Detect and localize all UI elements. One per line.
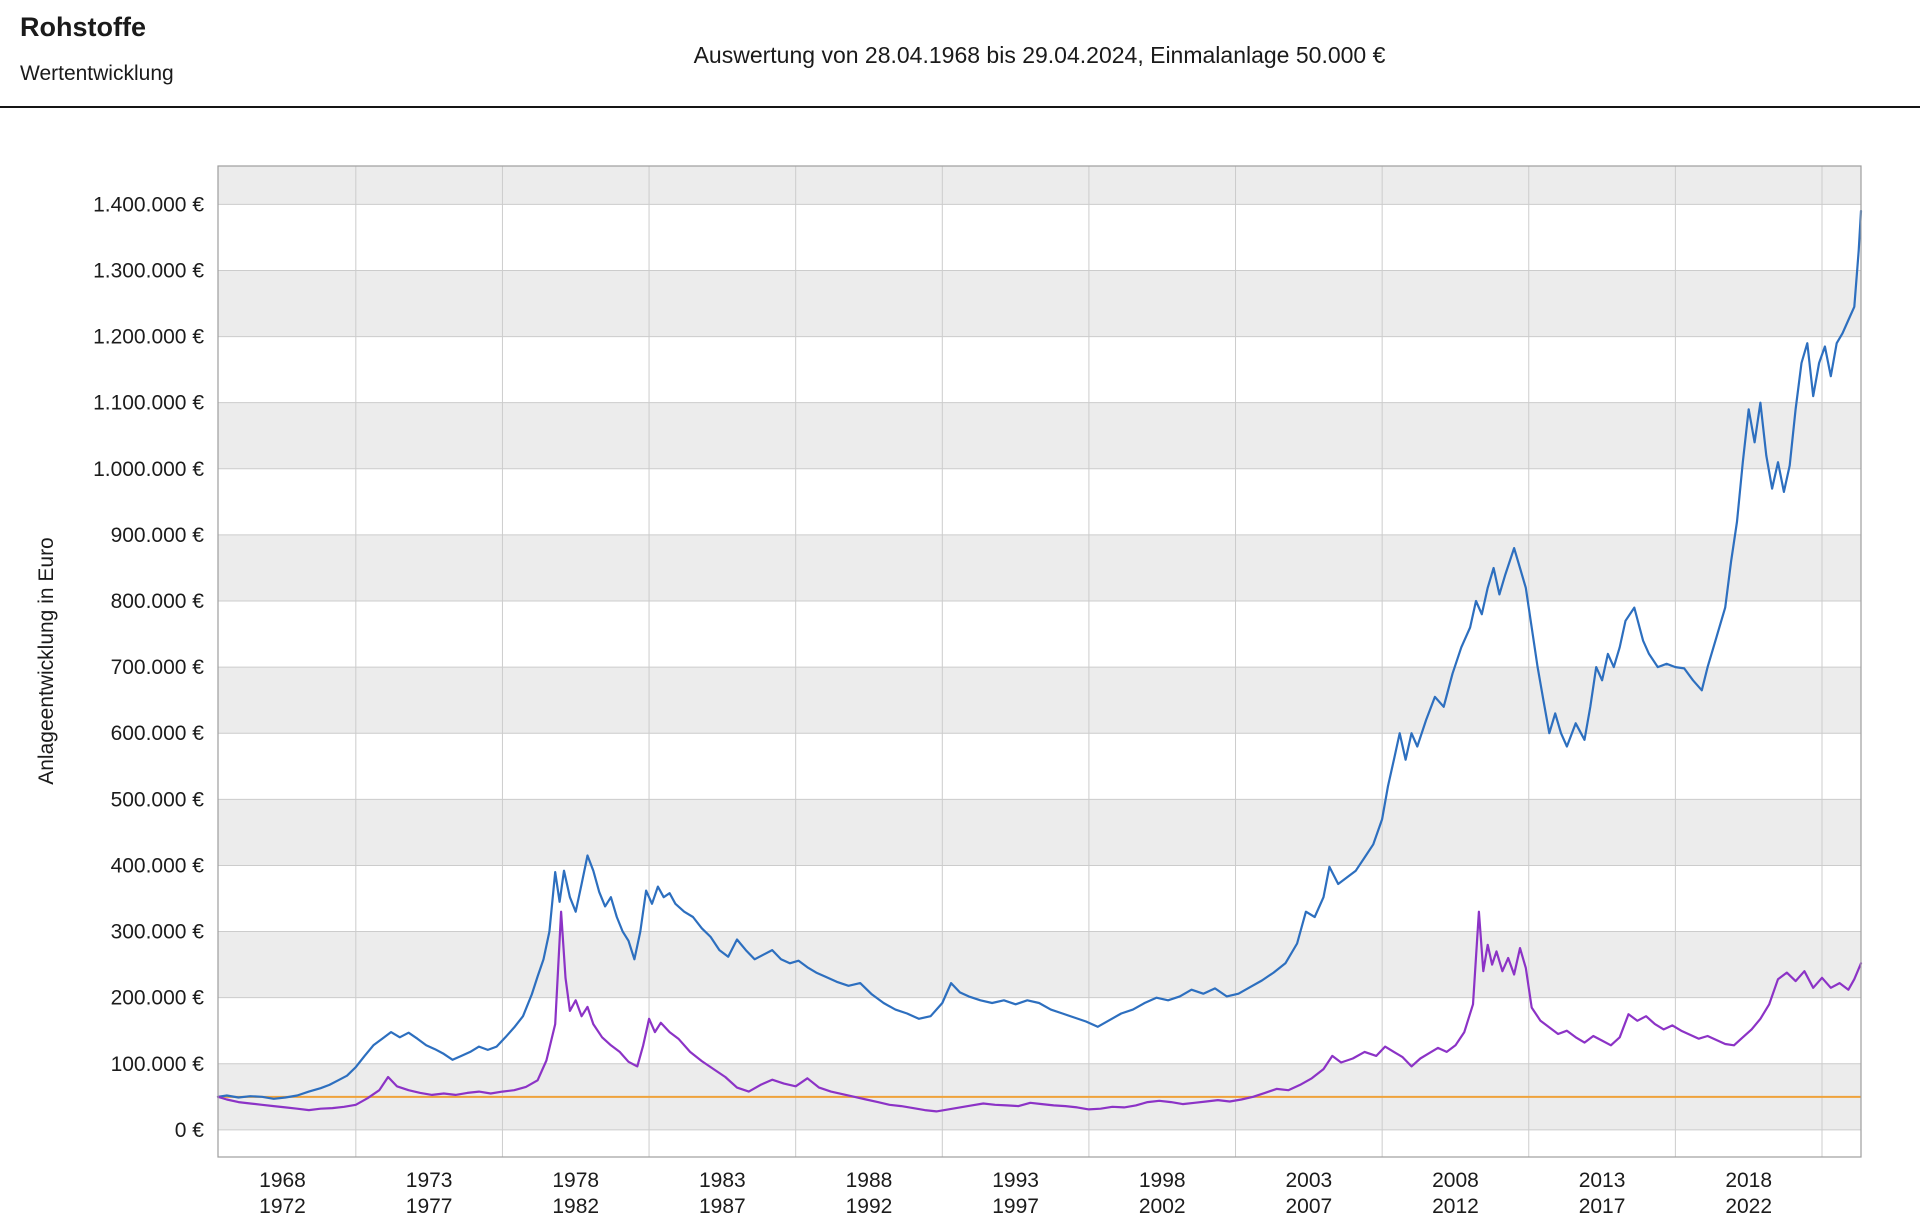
plot-border — [217, 165, 1862, 1158]
y-tick-label: 300.000 € — [111, 921, 205, 944]
y-tick-label: 1.100.000 € — [93, 392, 204, 415]
series-purple — [216, 910, 1863, 1113]
x-tick-label-span-start: 1973 — [406, 1169, 453, 1192]
x-tick-label-span-end: 2012 — [1432, 1195, 1479, 1218]
y-tick-label: 600.000 € — [111, 722, 205, 745]
x-tick-label-span-start: 2008 — [1432, 1169, 1479, 1192]
x-tick-label-span-end: 2002 — [1139, 1195, 1186, 1218]
x-tick-label-span-start: 1983 — [699, 1169, 746, 1192]
series-blue — [216, 209, 1863, 1100]
page-subtitle: Wertentwicklung — [20, 62, 174, 85]
plot-band — [218, 667, 1861, 734]
y-tick-label: 1.400.000 € — [93, 193, 204, 216]
x-tick-label-span-end: 1982 — [552, 1195, 599, 1218]
y-tick-label: 900.000 € — [111, 524, 205, 547]
plot-band — [218, 402, 1861, 469]
y-tick-label: 1.300.000 € — [93, 259, 204, 282]
analysis-range-label: Auswertung von 28.04.1968 bis 29.04.2024… — [693, 42, 1386, 68]
x-tick-label-span-end: 1987 — [699, 1195, 746, 1218]
plot-band — [218, 534, 1861, 602]
x-tick-label-span-end: 1992 — [846, 1195, 893, 1218]
x-tick-label-span-end: 1977 — [406, 1195, 453, 1218]
x-tick-label-span-start: 1968 — [259, 1169, 306, 1192]
x-tick-label-span-end: 1972 — [259, 1195, 306, 1218]
x-tick-label-span-start: 1998 — [1139, 1169, 1186, 1192]
x-tick-label-span-start: 2018 — [1725, 1169, 1772, 1192]
y-tick-label: 500.000 € — [111, 788, 205, 811]
x-tick-label-span-start: 2013 — [1579, 1169, 1626, 1192]
x-tick-label-span-end: 1997 — [992, 1195, 1039, 1218]
y-tick-label: 700.000 € — [111, 656, 205, 679]
x-tick-label-span-end: 2022 — [1725, 1195, 1772, 1218]
y-tick-label: 1.200.000 € — [93, 326, 204, 349]
header-divider — [0, 106, 1920, 108]
y-tick-label: 400.000 € — [111, 854, 205, 877]
page-title: Rohstoffe — [20, 12, 146, 42]
x-tick-label-span-start: 1993 — [992, 1169, 1039, 1192]
plot-band — [218, 166, 1861, 205]
y-tick-label: 200.000 € — [111, 987, 205, 1010]
y-tick-label: 1.000.000 € — [93, 458, 204, 481]
x-tick-label-span-start: 2003 — [1285, 1169, 1332, 1192]
plot-band — [218, 931, 1861, 998]
y-tick-label: 800.000 € — [111, 590, 205, 613]
x-tick-label-span-start: 1978 — [552, 1169, 599, 1192]
x-tick-label-span-start: 1988 — [846, 1169, 893, 1192]
x-tick-label-span-end: 2007 — [1285, 1195, 1332, 1218]
y-tick-label: 100.000 € — [111, 1053, 205, 1076]
x-tick-label-span-end: 2017 — [1579, 1195, 1626, 1218]
plot-band — [218, 270, 1861, 337]
y-tick-label: 0 € — [175, 1119, 205, 1142]
plot-band — [218, 799, 1861, 866]
